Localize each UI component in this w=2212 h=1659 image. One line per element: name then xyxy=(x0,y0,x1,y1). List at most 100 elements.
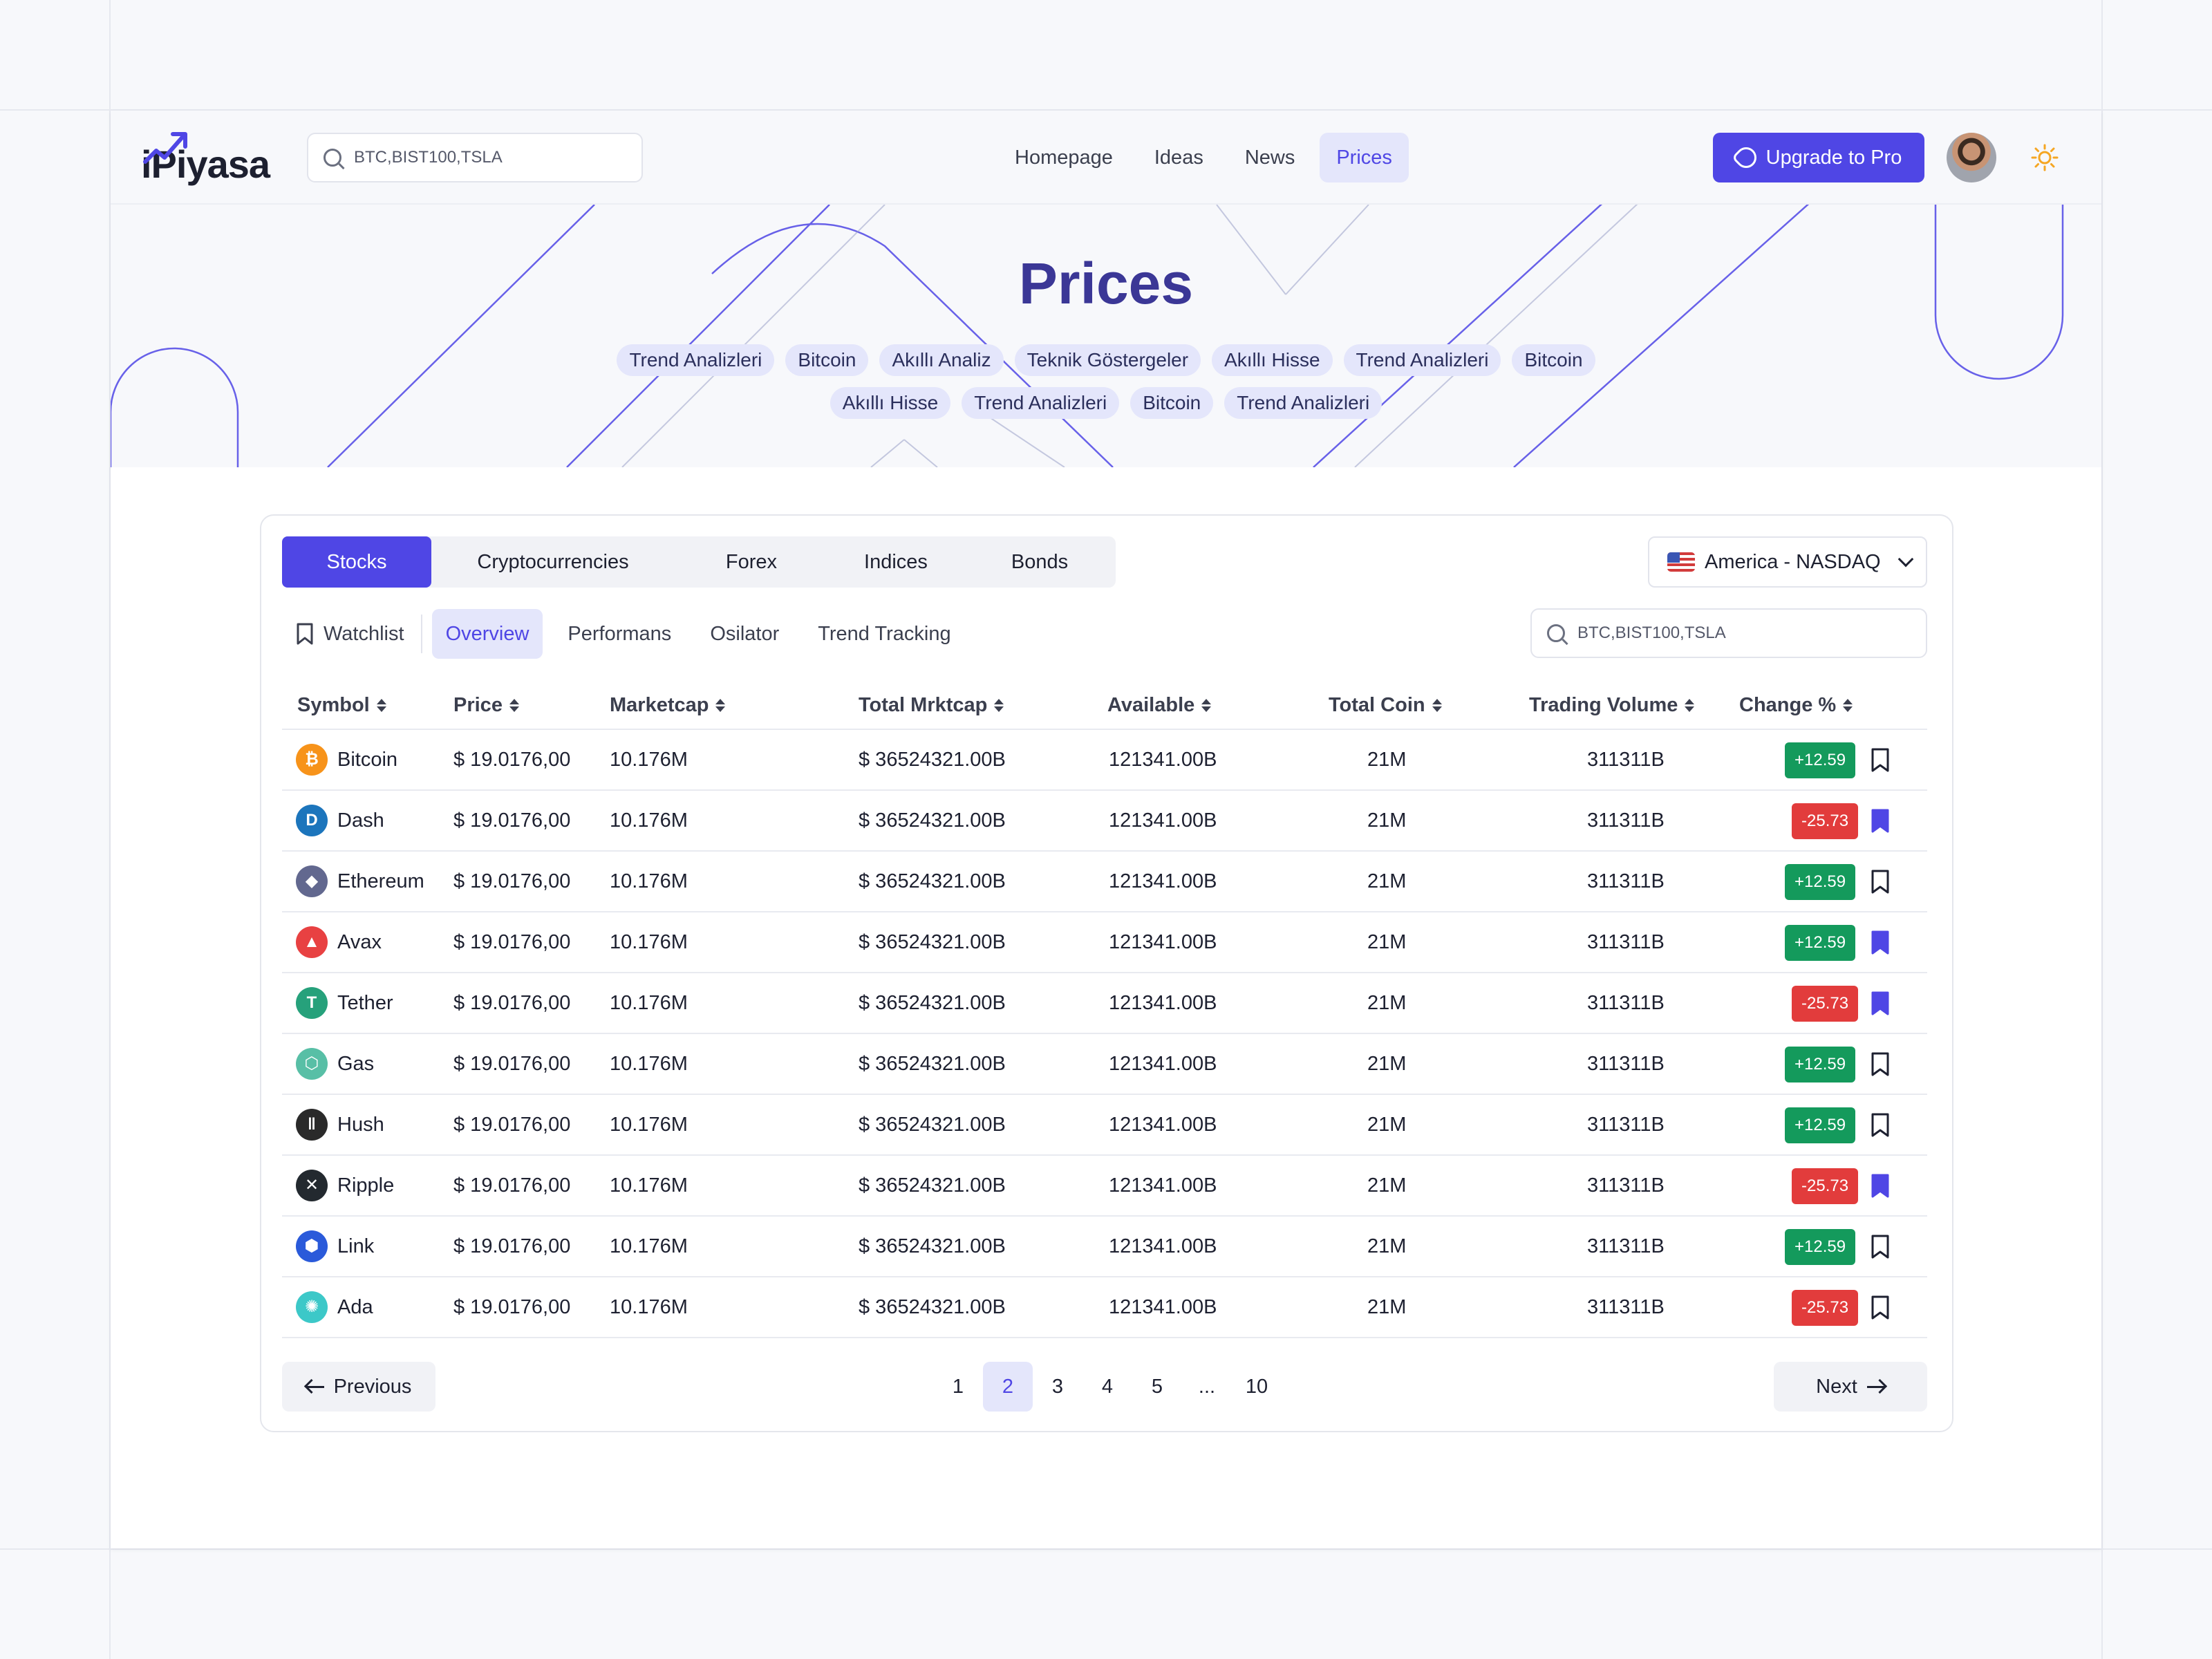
col-change[interactable]: Change % xyxy=(1739,694,1853,717)
bookmark-filled-icon[interactable] xyxy=(1871,809,1890,834)
nav-prices[interactable]: Prices xyxy=(1320,133,1409,182)
total-mrktcap-cell: $ 36524321.00B xyxy=(859,1053,1006,1075)
total-coin-cell: 21M xyxy=(1367,870,1407,892)
page-1[interactable]: 1 xyxy=(952,1376,964,1398)
logo-text: iPiyasa xyxy=(141,142,270,186)
price-cell: $ 19.0176,00 xyxy=(453,992,571,1014)
price-cell: $ 19.0176,00 xyxy=(453,749,571,771)
change-badge: +12.59 xyxy=(1785,1047,1856,1082)
sort-icon xyxy=(715,698,726,712)
bookmark-icon[interactable] xyxy=(1871,1295,1890,1320)
topic-tag[interactable]: Trend Analizleri xyxy=(962,387,1120,419)
page-2[interactable]: 2 xyxy=(983,1362,1033,1412)
tab-stocks[interactable]: Stocks xyxy=(282,536,431,588)
bookmark-filled-icon[interactable] xyxy=(1871,991,1890,1016)
topic-tag[interactable]: Akıllı Analiz xyxy=(879,344,1004,376)
topic-tag[interactable]: Akıllı Hisse xyxy=(1212,344,1333,376)
bookmark-filled-icon[interactable] xyxy=(1871,1174,1890,1199)
topic-tag[interactable]: Teknik Göstergeler xyxy=(1014,344,1201,376)
next-button[interactable]: Next xyxy=(1774,1362,1927,1412)
gas-icon: ⬡ xyxy=(296,1048,328,1080)
tab-bonds[interactable]: Bonds xyxy=(1011,551,1069,573)
bookmark-icon[interactable] xyxy=(1871,870,1890,894)
previous-button[interactable]: Previous xyxy=(282,1362,435,1412)
table-search-input[interactable] xyxy=(1577,624,1840,643)
table-search[interactable] xyxy=(1530,608,1927,658)
col-total-coin[interactable]: Total Coin xyxy=(1329,694,1442,717)
bookmark-icon[interactable] xyxy=(1871,748,1890,773)
total-mrktcap-cell: $ 36524321.00B xyxy=(859,931,1006,953)
marketcap-cell: 10.176M xyxy=(610,749,688,771)
market-select-value: America - NASDAQ xyxy=(1705,550,1881,573)
us-flag-icon xyxy=(1667,552,1695,572)
upgrade-to-pro-button[interactable]: Upgrade to Pro xyxy=(1713,133,1924,182)
sun-icon[interactable] xyxy=(2031,144,2059,171)
topic-tag[interactable]: Bitcoin xyxy=(785,344,869,376)
subtab-performans[interactable]: Performans xyxy=(568,623,672,645)
col-available[interactable]: Available xyxy=(1107,694,1212,717)
symbol-cell: ⬡ Gas xyxy=(296,1034,374,1094)
topic-tag[interactable]: Trend Analizleri xyxy=(617,344,775,376)
nav-news[interactable]: News xyxy=(1244,147,1295,169)
change-badge: -25.73 xyxy=(1792,1290,1859,1326)
subtab-overview[interactable]: Overview xyxy=(431,609,543,659)
search-icon xyxy=(1547,624,1565,642)
subtab-osilator[interactable]: Osilator xyxy=(710,623,780,645)
bookmark-filled-icon[interactable] xyxy=(1871,930,1890,955)
tab-forex[interactable]: Forex xyxy=(725,551,778,573)
topic-tag[interactable]: Bitcoin xyxy=(1512,344,1595,376)
col-total-mrktcap[interactable]: Total Mrktcap xyxy=(859,694,1004,717)
col-price[interactable]: Price xyxy=(453,694,519,717)
market-select[interactable]: America - NASDAQ xyxy=(1648,536,1927,588)
page-4[interactable]: 4 xyxy=(1101,1376,1114,1398)
col-symbol[interactable]: Symbol xyxy=(297,694,386,717)
total-coin-cell: 21M xyxy=(1367,749,1407,771)
logo-arrow-icon xyxy=(143,132,187,164)
ripple-icon: ✕ xyxy=(296,1170,328,1201)
change-badge: +12.59 xyxy=(1785,1229,1856,1265)
table-row[interactable]: ▲ Avax $ 19.0176,00 10.176M $ 36524321.00B 12… xyxy=(282,912,1927,973)
table-row[interactable]: ⬡ Gas $ 19.0176,00 10.176M $ 36524321.00B 121… xyxy=(282,1034,1927,1095)
search-icon xyxy=(324,149,341,167)
bookmark-icon[interactable] xyxy=(1871,1052,1890,1077)
topic-tag[interactable]: Trend Analizleri xyxy=(1343,344,1501,376)
arrow-right-icon xyxy=(1866,1385,1885,1388)
bookmark-icon[interactable] xyxy=(1871,1113,1890,1138)
topic-tag[interactable]: Trend Analizleri xyxy=(1224,387,1382,419)
table-row[interactable]: ⬢ Link $ 19.0176,00 10.176M $ 36524321.00B 12… xyxy=(282,1217,1927,1277)
table-row[interactable]: T Tether $ 19.0176,00 10.176M $ 36524321.00B… xyxy=(282,973,1927,1034)
app-window: iPiyasa Homepage Ideas News Prices Upgra… xyxy=(111,111,2101,1548)
bookmark-icon[interactable] xyxy=(1871,1235,1890,1259)
hero-banner: Prices Trend Analizleri Bitcoin Akıllı A… xyxy=(111,205,2101,467)
logo[interactable]: iPiyasa xyxy=(141,131,270,184)
bookmark-icon xyxy=(297,623,313,645)
nav-homepage[interactable]: Homepage xyxy=(1015,147,1113,169)
tab-cryptocurrencies[interactable]: Cryptocurrencies xyxy=(477,551,629,573)
table-row[interactable]: ₿ Bitcoin $ 19.0176,00 10.176M $ 36524321.00… xyxy=(282,730,1927,791)
table-row[interactable]: ✕ Ripple $ 19.0176,00 10.176M $ 36524321.00B… xyxy=(282,1156,1927,1217)
table-row[interactable]: ◆ Ethereum $ 19.0176,00 10.176M $ 36524321.0… xyxy=(282,852,1927,912)
table-row[interactable]: D Dash $ 19.0176,00 10.176M $ 36524321.00B 12… xyxy=(282,791,1927,852)
page-5[interactable]: 5 xyxy=(1151,1376,1163,1398)
marketcap-cell: 10.176M xyxy=(610,992,688,1014)
col-trading-volume[interactable]: Trading Volume xyxy=(1529,694,1695,717)
page-10[interactable]: 10 xyxy=(1245,1376,1268,1398)
topic-tag[interactable]: Bitcoin xyxy=(1130,387,1214,419)
user-avatar[interactable] xyxy=(1947,133,1996,182)
topic-tag[interactable]: Akıllı Hisse xyxy=(830,387,951,419)
col-marketcap[interactable]: Marketcap xyxy=(610,694,726,717)
header-search[interactable] xyxy=(307,133,643,182)
header-search-input[interactable] xyxy=(354,148,617,167)
symbol-name: Bitcoin xyxy=(337,749,398,771)
symbol-name: Dash xyxy=(337,809,384,832)
table-row[interactable]: ✺ Ada $ 19.0176,00 10.176M $ 36524321.00B 121… xyxy=(282,1277,1927,1338)
asset-tabs: Stocks Cryptocurrencies Forex Indices Bo… xyxy=(282,536,1116,588)
page-3[interactable]: 3 xyxy=(1051,1376,1064,1398)
nav-ideas[interactable]: Ideas xyxy=(1154,147,1203,169)
tab-indices[interactable]: Indices xyxy=(864,551,928,573)
sort-icon xyxy=(1843,698,1853,712)
subtab-trend-tracking[interactable]: Trend Tracking xyxy=(818,623,951,645)
table-row[interactable]: ‖ Hush $ 19.0176,00 10.176M $ 36524321.00B 12… xyxy=(282,1095,1927,1156)
watchlist-button[interactable]: Watchlist xyxy=(282,609,418,659)
total-mrktcap-cell: $ 36524321.00B xyxy=(859,1174,1006,1197)
